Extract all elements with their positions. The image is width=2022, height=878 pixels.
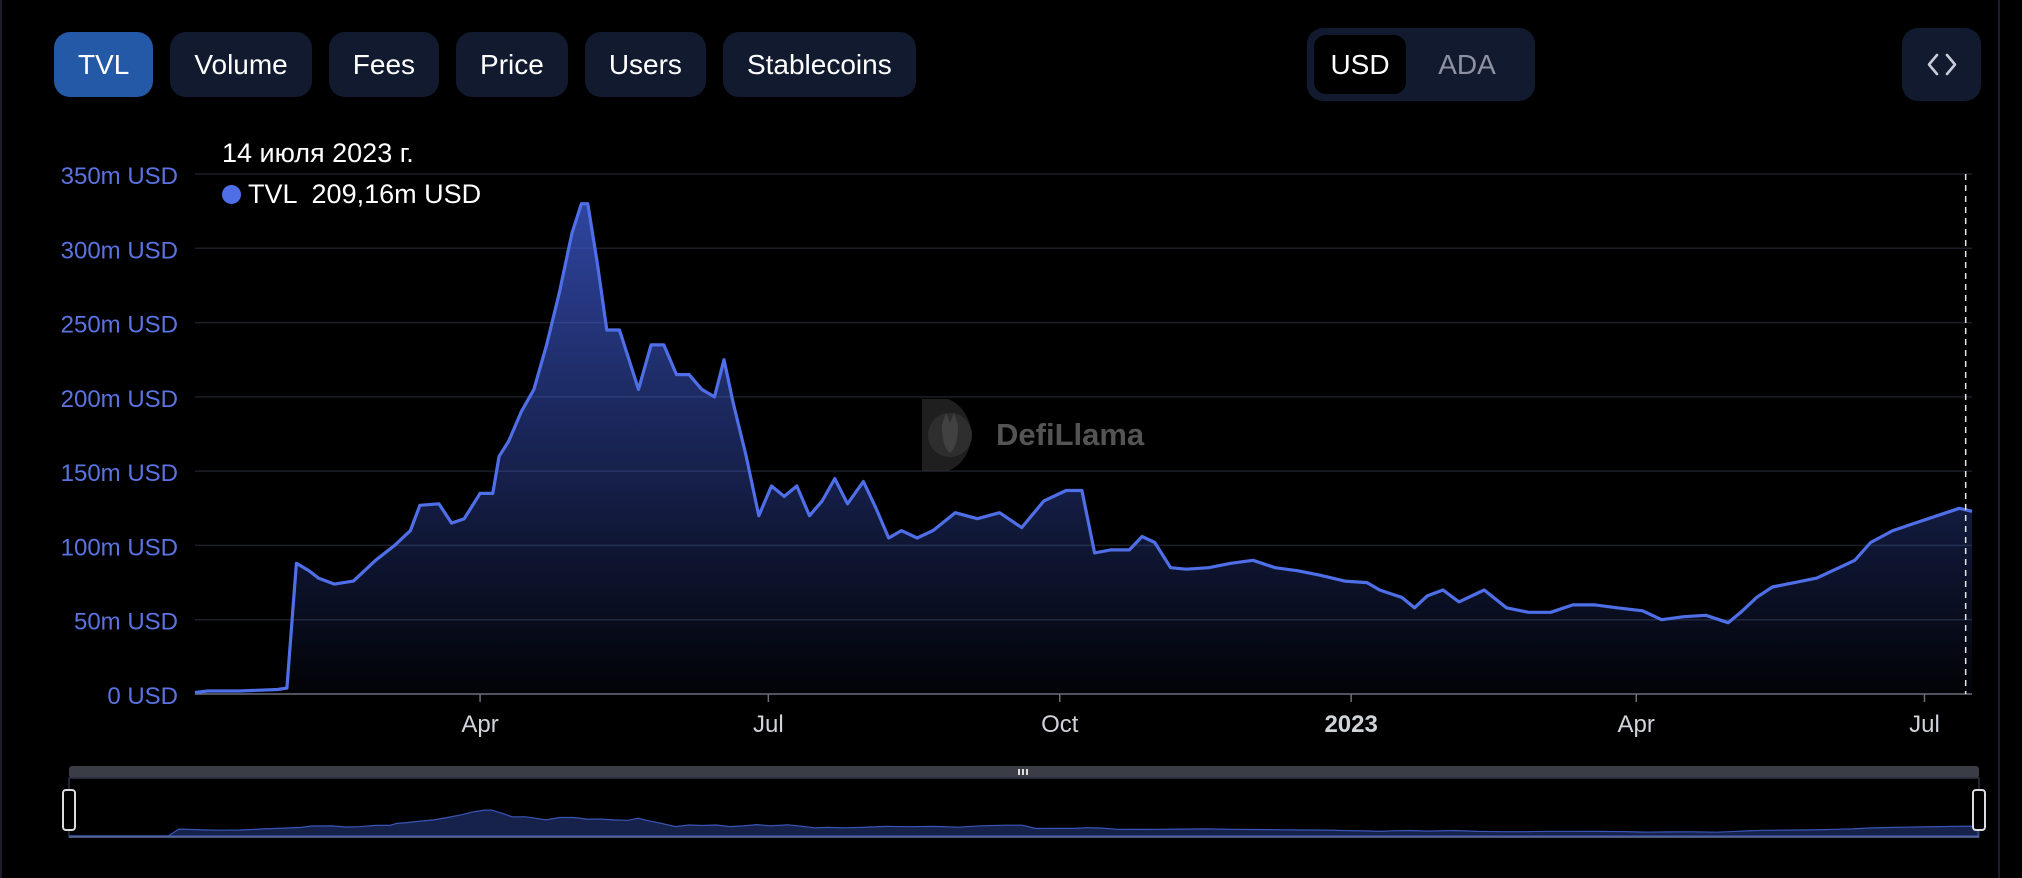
llama-logo-icon: [922, 399, 972, 471]
tab-tvl[interactable]: TVL: [54, 32, 154, 97]
x-tick-label: Apr: [1618, 711, 1655, 738]
embed-button[interactable]: [1902, 28, 1981, 101]
tab-volume[interactable]: Volume: [170, 32, 312, 97]
x-tick-label: 2023: [1324, 711, 1377, 738]
tab-stablecoins[interactable]: Stablecoins: [722, 32, 916, 97]
range-drag-grip-icon[interactable]: [1018, 769, 1028, 775]
y-tick-label: 150m USD: [61, 460, 178, 487]
x-tick-label: Jul: [1909, 711, 1940, 738]
y-tick-label: 250m USD: [61, 312, 178, 339]
range-preview-area: [69, 809, 1979, 837]
tvl-chart[interactable]: 0 USD 50m USD 100m USD 150m USD 200m USD 250m…: [0, 120, 2000, 760]
range-slider[interactable]: [0, 760, 2000, 840]
x-tick-label: Apr: [461, 711, 498, 738]
tab-price[interactable]: Price: [456, 32, 568, 97]
range-handle-right[interactable]: [1972, 789, 1986, 831]
code-brackets-icon: [1927, 53, 1957, 76]
x-axis: Apr Jul Oct 2023 Apr Jul: [461, 694, 1940, 738]
tab-users[interactable]: Users: [584, 32, 706, 97]
watermark: DefiLlama: [918, 395, 1144, 475]
chart-tooltip: 14 июля 2023 г. TVL 209,16m USD: [222, 138, 481, 210]
metric-tabs: TVL Volume Fees Price Users Stablecoins: [54, 32, 916, 97]
x-tick-label: Jul: [753, 711, 784, 738]
currency-toggle: USD ADA: [1307, 28, 1535, 101]
tooltip-series-name: TVL: [248, 179, 298, 209]
tooltip-value: 209,16m USD: [311, 179, 482, 209]
y-tick-label: 350m USD: [61, 163, 178, 190]
range-handle-left[interactable]: [62, 789, 76, 831]
watermark-text: DefiLlama: [996, 417, 1145, 452]
currency-usd-button[interactable]: USD: [1314, 35, 1406, 94]
currency-ada-button[interactable]: ADA: [1438, 49, 1496, 80]
y-tick-label: 300m USD: [61, 237, 178, 264]
y-tick-label: 100m USD: [61, 534, 178, 561]
tvl-area: [195, 203, 1972, 694]
x-tick-label: Oct: [1041, 711, 1079, 738]
y-tick-label: 200m USD: [61, 386, 178, 413]
tvl-line: [194, 202, 1973, 695]
y-tick-label: 50m USD: [74, 609, 178, 636]
y-tick-label: 0 USD: [107, 683, 178, 710]
tab-fees[interactable]: Fees: [328, 32, 440, 97]
series-color-dot: [222, 185, 241, 204]
y-axis: 0 USD 50m USD 100m USD 150m USD 200m USD 250m…: [61, 163, 178, 710]
tooltip-date: 14 июля 2023 г.: [222, 138, 414, 168]
